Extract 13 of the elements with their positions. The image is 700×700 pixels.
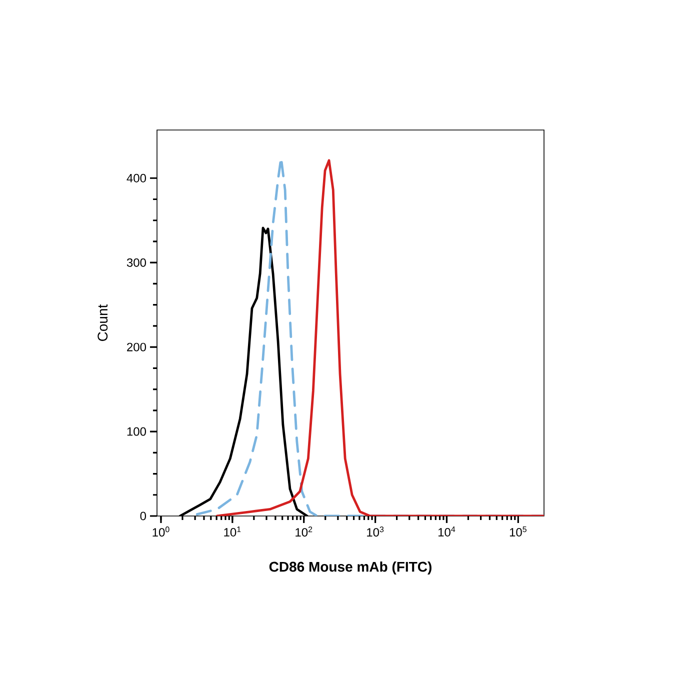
y-tick-label: 400 <box>126 174 146 182</box>
x-tick-label: 10$^{2}$ <box>296 526 312 537</box>
y-tick-label: 300 <box>126 258 146 267</box>
y-tick-label: 100 <box>127 427 146 436</box>
x-axis-title: CD86 Mouse mAb (FITC) <box>269 561 432 574</box>
y-axis-title: Count <box>98 304 108 341</box>
x-tick-label: 10$^{1}$ <box>224 526 241 536</box>
y-tick-label: 0 <box>140 512 146 520</box>
x-tick-label: 10$^{5}$ <box>510 526 526 536</box>
x-tick-label: 10$^{3}$ <box>367 526 384 537</box>
y-tick-label: 200 <box>127 342 146 352</box>
x-tick-label: 10$^{0}$ <box>152 526 170 537</box>
x-tick-label: 10$^{4}$ <box>438 526 456 536</box>
